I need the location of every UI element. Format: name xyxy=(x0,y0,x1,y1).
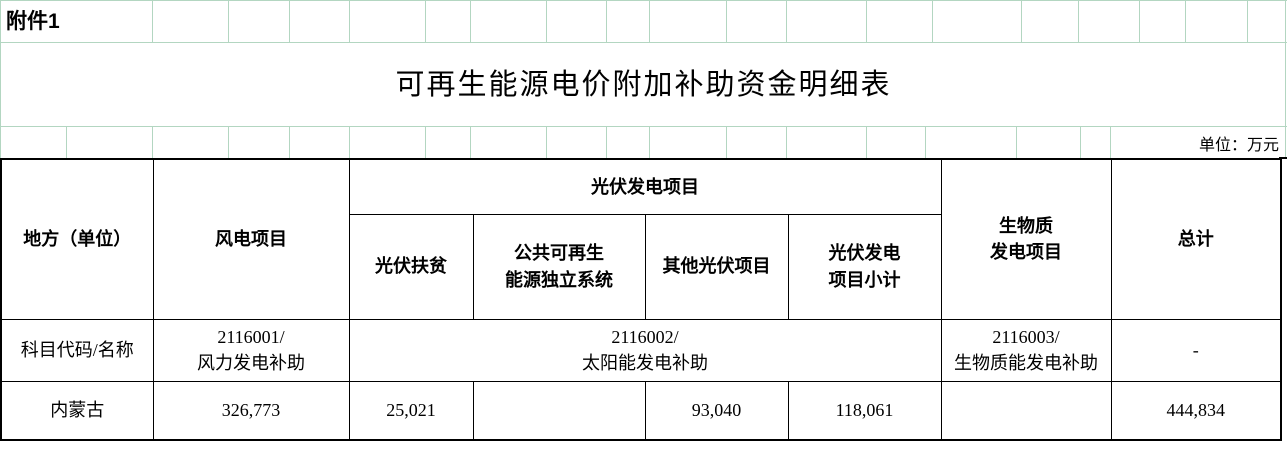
spreadsheet-gridline xyxy=(0,0,1287,1)
col-header-pv-subtotal[interactable]: 光伏发电 项目小计 xyxy=(787,213,942,320)
cell-pv-public[interactable] xyxy=(472,380,646,441)
cell-total[interactable]: 444,834 xyxy=(1110,380,1282,441)
page-title[interactable]: 可再生能源电价附加补助资金明细表 xyxy=(395,69,892,101)
col-header-wind[interactable]: 风电项目 xyxy=(152,158,350,320)
code-row-label[interactable]: 科目代码/名称 xyxy=(0,318,154,382)
spreadsheet-gridline xyxy=(546,127,547,158)
spreadsheet-gridline xyxy=(606,127,607,158)
spreadsheet-gridline xyxy=(726,127,727,158)
spreadsheet-gridline xyxy=(0,126,1287,127)
spreadsheet-gridline xyxy=(1247,1,1248,42)
spreadsheet-gridline xyxy=(925,127,926,158)
cell-pv-subtotal[interactable]: 118,061 xyxy=(787,380,942,441)
spreadsheet-gridline xyxy=(470,127,471,158)
col-header-total[interactable]: 总计 xyxy=(1110,158,1282,320)
subsidy-table: 地方（单位） 风电项目 光伏发电项目 生物质 发电项目 总计 光伏扶贫 公共可再… xyxy=(0,158,1282,441)
spreadsheet-gridline xyxy=(1021,1,1022,42)
code-biomass[interactable]: 2116003/ 生物质能发电补助 xyxy=(940,318,1112,382)
col-header-pv-group[interactable]: 光伏发电项目 xyxy=(348,158,942,215)
spreadsheet-gridline xyxy=(152,127,153,158)
col-header-pv-public[interactable]: 公共可再生 能源独立系统 xyxy=(472,213,646,320)
spreadsheet-gridline xyxy=(349,1,350,42)
code-pv[interactable]: 2116002/ 太阳能发电补助 xyxy=(348,318,942,382)
col-header-biomass[interactable]: 生物质 发电项目 xyxy=(940,158,1112,320)
spreadsheet-gridline xyxy=(866,1,867,42)
cell-pv-poverty[interactable]: 25,021 xyxy=(348,380,474,441)
code-row: 科目代码/名称 2116001/ 风力发电补助 2116002/ 太阳能发电补助… xyxy=(0,318,1282,382)
attachment-label[interactable]: 附件1 xyxy=(6,10,60,33)
table-top-border-extension xyxy=(1279,157,1287,159)
code-wind[interactable]: 2116001/ 风力发电补助 xyxy=(152,318,350,382)
spreadsheet-gridline xyxy=(1110,127,1111,158)
col-header-pv-other[interactable]: 其他光伏项目 xyxy=(644,213,789,320)
cell-biomass[interactable] xyxy=(940,380,1112,441)
spreadsheet-gridline xyxy=(649,127,650,158)
spreadsheet-gridline xyxy=(228,127,229,158)
spreadsheet-gridline xyxy=(0,0,1,158)
spreadsheet-gridline xyxy=(786,127,787,158)
cell-region[interactable]: 内蒙古 xyxy=(0,380,154,441)
spreadsheet-gridline xyxy=(425,1,426,42)
code-total[interactable]: - xyxy=(1110,318,1282,382)
table-row: 内蒙古 326,773 25,021 93,040 118,061 444,83… xyxy=(0,380,1282,441)
spreadsheet-gridline xyxy=(1139,1,1140,42)
spreadsheet-gridline xyxy=(1080,127,1081,158)
spreadsheet-gridline xyxy=(470,1,471,42)
spreadsheet-gridline xyxy=(1078,1,1079,42)
spreadsheet-gridline xyxy=(546,1,547,42)
spreadsheet-gridline xyxy=(349,127,350,158)
header-row-group: 地方（单位） 风电项目 光伏发电项目 生物质 发电项目 总计 xyxy=(0,158,1282,320)
spreadsheet-gridline xyxy=(1185,1,1186,42)
col-header-pv-poverty[interactable]: 光伏扶贫 xyxy=(348,213,474,320)
spreadsheet-gridline xyxy=(228,1,229,42)
spreadsheet-gridline xyxy=(1285,0,1286,158)
spreadsheet-gridline xyxy=(726,1,727,42)
header-row-sub: 光伏扶贫 公共可再生 能源独立系统 其他光伏项目 光伏发电 项目小计 xyxy=(1,213,1281,320)
spreadsheet-gridline xyxy=(289,127,290,158)
spreadsheet-gridline xyxy=(932,1,933,42)
col-header-region[interactable]: 地方（单位） xyxy=(0,158,154,320)
spreadsheet-gridline xyxy=(66,127,67,158)
spreadsheet-gridline xyxy=(1016,127,1017,158)
spreadsheet-gridline xyxy=(866,127,867,158)
spreadsheet-gridline xyxy=(289,1,290,42)
spreadsheet-gridline xyxy=(152,1,153,42)
spreadsheet-gridline xyxy=(606,1,607,42)
cell-wind[interactable]: 326,773 xyxy=(152,380,350,441)
spreadsheet-gridline xyxy=(786,1,787,42)
spreadsheet-gridline xyxy=(425,127,426,158)
spreadsheet-gridline xyxy=(0,42,1287,43)
unit-note[interactable]: 单位：万元 xyxy=(1198,137,1279,154)
cell-pv-other[interactable]: 93,040 xyxy=(644,380,789,441)
spreadsheet-gridline xyxy=(649,1,650,42)
